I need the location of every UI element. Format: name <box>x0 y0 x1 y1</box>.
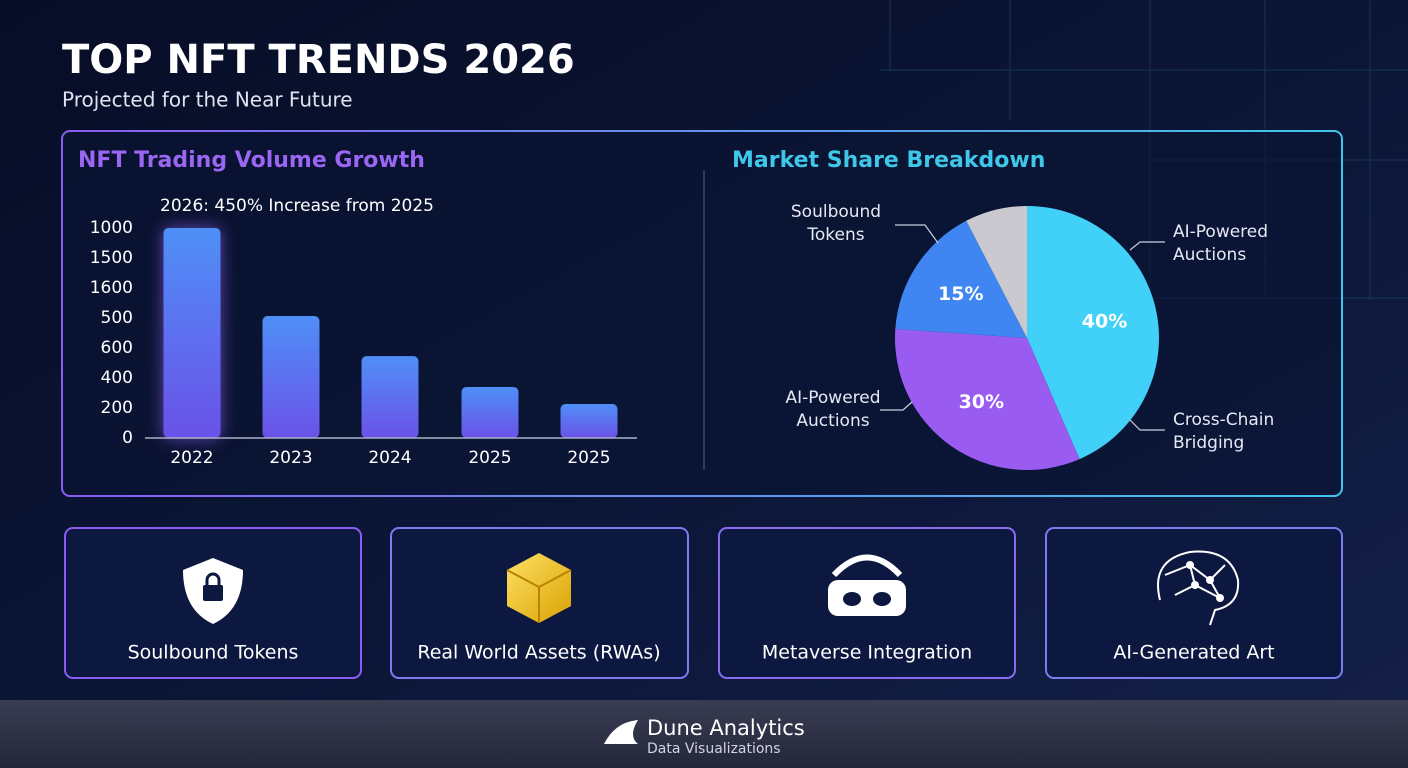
footer <box>0 700 1408 768</box>
brain-icon <box>1157 550 1240 626</box>
pie-slice <box>966 206 1027 338</box>
vr-icon <box>828 554 906 616</box>
callout: AI-Powered Auctions <box>1173 222 1268 265</box>
footer-brand: Dune Analytics <box>647 716 805 740</box>
footer-tagline: Data Visualizations <box>647 741 781 757</box>
callout-line <box>895 224 939 244</box>
bar <box>560 403 618 438</box>
pie-chart-title: Market Share Breakdown <box>732 148 1045 173</box>
bar <box>461 386 519 438</box>
slice-label: 40% <box>1082 310 1127 332</box>
y-axis-label: 1600 <box>90 278 133 298</box>
y-axis-label: 1000 <box>90 218 133 238</box>
shield-icon <box>183 558 243 624</box>
callout-line <box>880 401 913 411</box>
callout: Cross-Chain Bridging <box>1173 410 1274 453</box>
y-axis-label: 600 <box>101 338 133 358</box>
y-axis-label: 0 <box>122 428 133 448</box>
slice-label: 30% <box>959 391 1004 413</box>
pie-slice <box>895 220 1027 338</box>
cards: Soulbound Tokens Real World Assets (RWAs… <box>64 527 1343 679</box>
x-tick-label: 2025 <box>567 448 610 468</box>
card-title: AI-Generated Art <box>1113 642 1274 664</box>
card-title: Metaverse Integration <box>762 642 972 664</box>
page-title: TOP NFT TRENDS 2026 <box>62 37 575 83</box>
card-title: Real World Assets (RWAs) <box>417 642 660 664</box>
callout: AI-Powered Auctions <box>785 388 880 431</box>
callout-line <box>1129 241 1165 251</box>
y-axis-label: 500 <box>101 308 133 328</box>
x-tick-label: 2025 <box>468 448 511 468</box>
y-axis-label: 1500 <box>90 248 133 268</box>
page-subtitle: Projected for the Near Future <box>62 88 353 112</box>
pie-slice <box>1027 206 1159 460</box>
bar-annotation: 2026: 450% Increase from 2025 <box>160 196 434 216</box>
x-tick-label: 2024 <box>368 448 411 468</box>
y-axis-label: 400 <box>101 368 133 388</box>
bar <box>361 356 419 438</box>
x-tick-label: 2023 <box>269 448 312 468</box>
callout-line <box>1129 419 1165 431</box>
bar <box>262 315 320 438</box>
x-tick-label: 2022 <box>170 448 213 468</box>
callout: Soulbound Tokens <box>791 202 881 245</box>
cube-icon <box>506 553 572 623</box>
footer-logo <box>604 720 638 744</box>
card <box>1045 527 1343 679</box>
bar <box>163 228 221 438</box>
slice-label: 15% <box>938 283 983 305</box>
card-title: Soulbound Tokens <box>128 642 299 664</box>
y-axis-label: 200 <box>101 398 133 418</box>
bar-chart-title: NFT Trading Volume Growth <box>78 148 425 173</box>
pie-slice <box>895 328 1080 470</box>
